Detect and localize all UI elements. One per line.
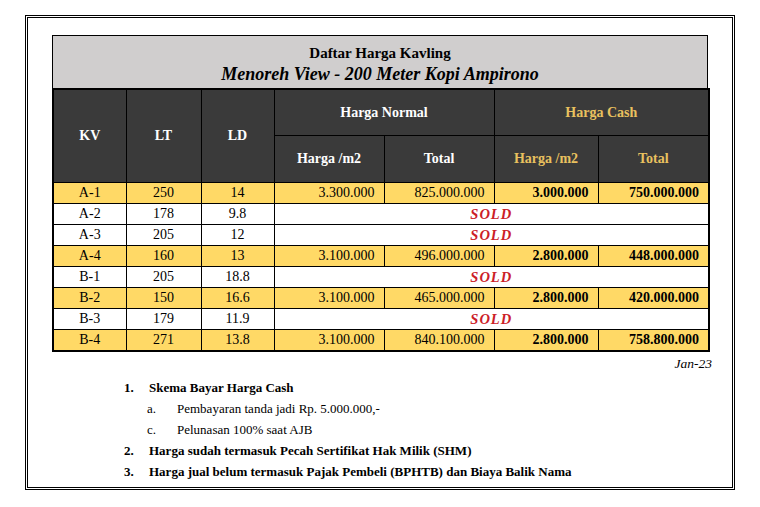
cell-lt: 150 [126, 288, 201, 309]
col-header-lt: LT [126, 89, 201, 183]
cell-kv: B-1 [53, 267, 126, 288]
cell-cash-total: 420.000.000 [598, 288, 709, 309]
cell-ld: 16.6 [201, 288, 274, 309]
cell-normal-m2: 3.300.000 [274, 183, 384, 204]
cell-kv: A-4 [53, 246, 126, 267]
cell-kv: B-2 [53, 288, 126, 309]
note-1a: a. Pembayaran tanda jadi Rp. 5.000.000,- [147, 398, 708, 419]
cell-cash-m2: 3.000.000 [494, 183, 598, 204]
cell-cash-total: 448.000.000 [598, 246, 709, 267]
sold-badge: SOLD [274, 204, 709, 225]
cell-lt: 205 [126, 225, 201, 246]
row-b-3: B-3 179 11.9 SOLD [53, 309, 709, 330]
cell-cash-m2: 2.800.000 [494, 288, 598, 309]
cell-normal-m2: 3.100.000 [274, 330, 384, 352]
title-band: Daftar Harga Kavling Menoreh View - 200 … [52, 35, 708, 88]
note-text: Pelunasan 100% saat AJB [177, 422, 312, 438]
note-1: 1. Skema Bayar Harga Cash [124, 377, 708, 398]
col-header-normal-total: Total [384, 136, 494, 183]
sold-badge: SOLD [274, 309, 709, 330]
date-label: Jan-23 [52, 354, 712, 374]
table-header: KV LT LD Harga Normal Harga Cash Harga /… [53, 89, 709, 183]
cell-kv: B-3 [53, 309, 126, 330]
row-b-1: B-1 205 18.8 SOLD [53, 267, 709, 288]
notes-list: 1. Skema Bayar Harga Cash a. Pembayaran … [124, 377, 708, 482]
col-header-ld: LD [201, 89, 274, 183]
cell-ld: 14 [201, 183, 274, 204]
cell-normal-total: 825.000.000 [384, 183, 494, 204]
note-marker: 2. [124, 443, 149, 459]
sold-badge: SOLD [274, 267, 709, 288]
outer-frame: Daftar Harga Kavling Menoreh View - 200 … [25, 15, 735, 490]
cell-ld: 9.8 [201, 204, 274, 225]
cell-kv: A-3 [53, 225, 126, 246]
cell-normal-total: 840.100.000 [384, 330, 494, 352]
cell-kv: A-2 [53, 204, 126, 225]
col-header-kv: KV [53, 89, 126, 183]
cell-lt: 178 [126, 204, 201, 225]
cell-lt: 250 [126, 183, 201, 204]
col-header-cash-per-m2: Harga /m2 [494, 136, 598, 183]
col-group-harga-cash: Harga Cash [494, 89, 709, 136]
cell-lt: 160 [126, 246, 201, 267]
cell-ld: 11.9 [201, 309, 274, 330]
cell-ld: 12 [201, 225, 274, 246]
price-table: KV LT LD Harga Normal Harga Cash Harga /… [52, 88, 710, 352]
row-b-4: B-4 271 13.8 3.100.000 840.100.000 2.800… [53, 330, 709, 352]
cell-kv: B-4 [53, 330, 126, 352]
cell-normal-m2: 3.100.000 [274, 246, 384, 267]
col-header-cash-total: Total [598, 136, 709, 183]
cell-normal-total: 465.000.000 [384, 288, 494, 309]
table-body: A-1 250 14 3.300.000 825.000.000 3.000.0… [53, 183, 709, 352]
cell-lt: 179 [126, 309, 201, 330]
cell-cash-m2: 2.800.000 [494, 330, 598, 352]
note-text: Harga jual belum termasuk Pajak Pembeli … [149, 464, 572, 480]
note-marker: c. [147, 422, 177, 438]
cell-ld: 18.8 [201, 267, 274, 288]
row-a-1: A-1 250 14 3.300.000 825.000.000 3.000.0… [53, 183, 709, 204]
note-marker: 3. [124, 464, 149, 480]
note-2: 2. Harga sudah termasuk Pecah Sertifikat… [124, 440, 708, 461]
cell-lt: 205 [126, 267, 201, 288]
row-a-3: A-3 205 12 SOLD [53, 225, 709, 246]
inner-frame: Daftar Harga Kavling Menoreh View - 200 … [27, 17, 733, 488]
note-marker: a. [147, 401, 177, 417]
cell-normal-m2: 3.100.000 [274, 288, 384, 309]
row-b-2: B-2 150 16.6 3.100.000 465.000.000 2.800… [53, 288, 709, 309]
row-a-2: A-2 178 9.8 SOLD [53, 204, 709, 225]
row-a-4: A-4 160 13 3.100.000 496.000.000 2.800.0… [53, 246, 709, 267]
note-text: Skema Bayar Harga Cash [149, 380, 294, 396]
cell-ld: 13.8 [201, 330, 274, 352]
cell-kv: A-1 [53, 183, 126, 204]
note-text: Harga sudah termasuk Pecah Sertifikat Ha… [149, 443, 471, 459]
price-sheet: Daftar Harga Kavling Menoreh View - 200 … [52, 35, 708, 482]
cell-normal-total: 496.000.000 [384, 246, 494, 267]
cell-lt: 271 [126, 330, 201, 352]
cell-cash-total: 758.800.000 [598, 330, 709, 352]
cell-cash-total: 750.000.000 [598, 183, 709, 204]
col-header-normal-per-m2: Harga /m2 [274, 136, 384, 183]
cell-ld: 13 [201, 246, 274, 267]
cell-cash-m2: 2.800.000 [494, 246, 598, 267]
page-subtitle: Menoreh View - 200 Meter Kopi Ampirono [53, 63, 707, 86]
col-group-harga-normal: Harga Normal [274, 89, 494, 136]
note-marker: 1. [124, 380, 149, 396]
note-3: 3. Harga jual belum termasuk Pajak Pembe… [124, 461, 708, 482]
note-text: Pembayaran tanda jadi Rp. 5.000.000,- [177, 401, 380, 417]
page-title: Daftar Harga Kavling [53, 36, 707, 63]
sold-badge: SOLD [274, 225, 709, 246]
note-1c: c. Pelunasan 100% saat AJB [147, 419, 708, 440]
